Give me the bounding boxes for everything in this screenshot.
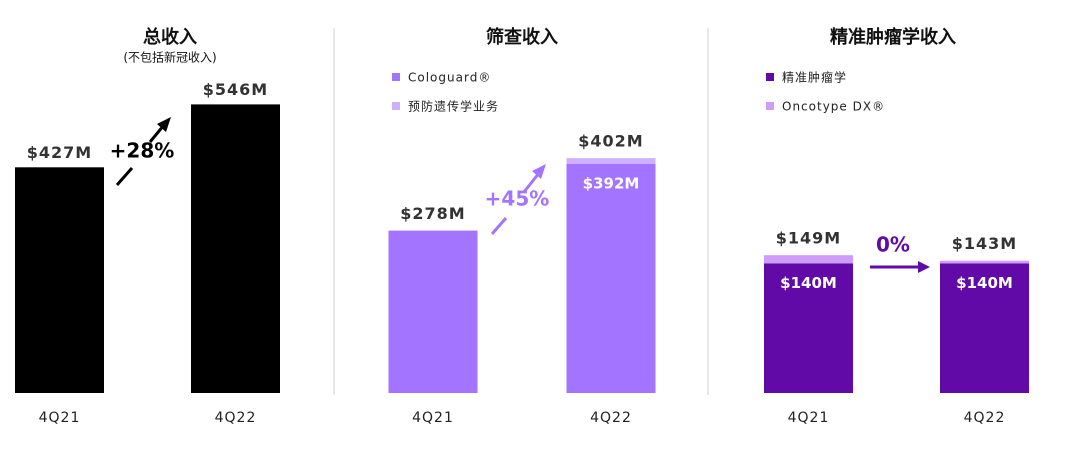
data-label: $546M (203, 80, 268, 99)
legend-label: 精准肿瘤学 (782, 70, 847, 85)
panel-title: 精准肿瘤学收入 (830, 26, 956, 48)
x-tick-label: 4Q22 (215, 410, 257, 426)
legend-marker (392, 102, 400, 110)
arrow-head (157, 117, 171, 132)
x-tick-label: 4Q22 (964, 410, 1006, 426)
bar-segment (764, 255, 853, 264)
annotation: +28% (110, 139, 175, 163)
legend-marker (766, 102, 774, 110)
data-label: $392M (583, 174, 640, 192)
data-label: $427M (27, 143, 92, 162)
data-label: $140M (956, 274, 1013, 292)
bar (15, 167, 104, 393)
total-label: $278M (400, 204, 465, 223)
legend-label: 预防遗传学业务 (408, 99, 499, 114)
bar-segment (940, 260, 1029, 264)
total-label: $402M (578, 132, 643, 151)
bar-segment (940, 263, 1029, 393)
total-label: $149M (776, 229, 841, 248)
legend-label: Cologuard® (408, 71, 491, 85)
x-tick-label: 4Q21 (788, 410, 830, 426)
data-label: $140M (780, 274, 837, 292)
legend-marker (766, 73, 774, 81)
bar-segment (764, 263, 853, 393)
arrow-head (918, 261, 930, 273)
annotation: 0% (876, 233, 910, 257)
bar-segment (388, 230, 478, 393)
bar-segment (566, 163, 656, 393)
panel-subtitle: (不包括新冠收入) (123, 50, 216, 65)
legend-label: Oncotype DX® (782, 100, 885, 114)
total-label: $143M (952, 234, 1017, 253)
arrow (490, 172, 541, 235)
panel-title: 总收入 (143, 26, 197, 48)
panel-title: 筛查收入 (486, 26, 558, 48)
legend-marker (392, 73, 400, 81)
x-tick-label: 4Q21 (39, 410, 81, 426)
x-tick-label: 4Q22 (590, 410, 632, 426)
annotation: +45% (485, 187, 550, 211)
x-tick-label: 4Q21 (412, 410, 454, 426)
arrow-head (532, 164, 546, 179)
bar (191, 104, 280, 394)
bar-segment (566, 158, 656, 164)
